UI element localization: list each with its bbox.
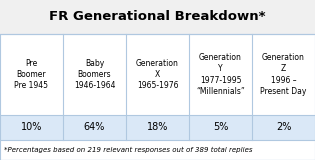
Text: 5%: 5% [213, 123, 228, 132]
Text: 18%: 18% [147, 123, 168, 132]
Text: Generation
Y
1977-1995
“Millennials”: Generation Y 1977-1995 “Millennials” [196, 53, 245, 96]
Bar [0, 140, 315, 160]
Text: Pre
Boomer
Pre 1945: Pre Boomer Pre 1945 [14, 59, 49, 90]
Text: 2%: 2% [276, 123, 291, 132]
Bar [0, 34, 315, 160]
Text: Baby
Boomers
1946-1964: Baby Boomers 1946-1964 [74, 59, 115, 90]
Text: Generation
Z
1996 –
Present Day: Generation Z 1996 – Present Day [260, 53, 307, 96]
Text: 10%: 10% [21, 123, 42, 132]
Bar [0, 115, 315, 140]
Text: FR Generational Breakdown*: FR Generational Breakdown* [49, 11, 266, 24]
Text: 64%: 64% [84, 123, 105, 132]
Bar [0, 34, 315, 115]
Text: Generation
X
1965-1976: Generation X 1965-1976 [136, 59, 179, 90]
Text: *Percentages based on 219 relevant responses out of 389 total replies: *Percentages based on 219 relevant respo… [4, 147, 253, 153]
